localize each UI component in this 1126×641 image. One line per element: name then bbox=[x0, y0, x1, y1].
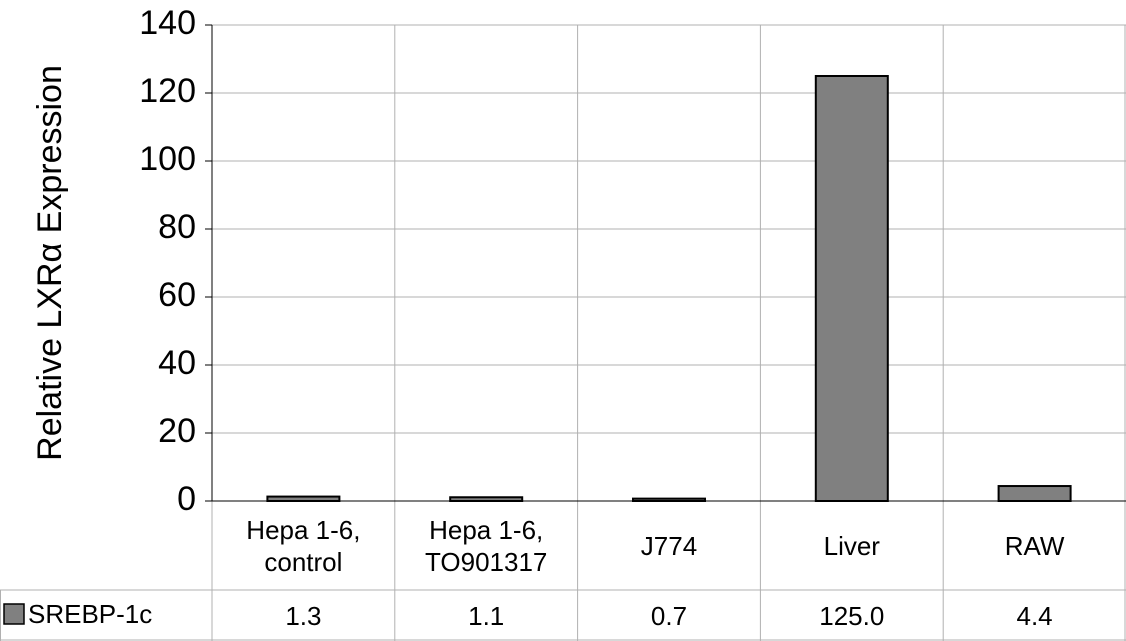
x-tick-label: Liver bbox=[823, 530, 880, 561]
bar bbox=[449, 496, 524, 503]
bar bbox=[266, 495, 341, 502]
y-tick-label: 80 bbox=[158, 208, 196, 246]
bar bbox=[632, 497, 706, 502]
y-tick-label: 20 bbox=[158, 412, 196, 450]
legend-swatch bbox=[3, 603, 25, 625]
bar bbox=[997, 485, 1072, 503]
x-tick-label: Hepa 1-6, TO901317 bbox=[424, 514, 548, 577]
x-tick-label: Hepa 1-6, control bbox=[246, 514, 361, 577]
y-tick-label: 100 bbox=[139, 140, 196, 178]
table-value: 4.4 bbox=[1016, 600, 1053, 631]
y-tick-label: 120 bbox=[139, 72, 196, 110]
table-value: 1.1 bbox=[468, 600, 505, 631]
legend-label: SREBP-1c bbox=[28, 599, 152, 629]
y-tick-label: 140 bbox=[139, 4, 196, 42]
x-tick-label: J774 bbox=[640, 530, 698, 561]
y-tick-label: 40 bbox=[158, 344, 196, 382]
bar bbox=[814, 75, 889, 502]
y-tick-label: 0 bbox=[177, 480, 196, 518]
table-value: 0.7 bbox=[650, 600, 688, 631]
y-axis-title: Relative LXRα Expression bbox=[31, 65, 69, 461]
table-value: 1.3 bbox=[285, 600, 322, 631]
y-tick-label: 60 bbox=[158, 276, 196, 314]
table-value: 125.0 bbox=[819, 600, 885, 631]
x-tick-label: RAW bbox=[1004, 530, 1065, 561]
